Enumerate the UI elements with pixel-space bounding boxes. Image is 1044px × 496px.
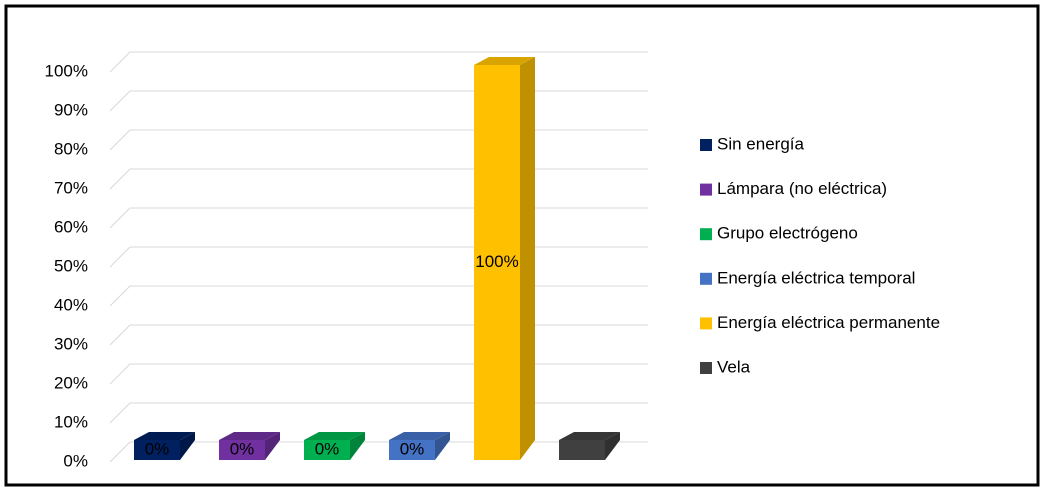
- grid-line: [109, 402, 131, 424]
- bar: [134, 440, 180, 460]
- bar-side: [350, 432, 365, 460]
- bar-top: [134, 432, 195, 440]
- bar-top: [304, 432, 365, 440]
- bar: [474, 65, 520, 460]
- y-tick-label: 20%: [54, 373, 88, 392]
- y-tick-label: 50%: [54, 256, 88, 275]
- y-tick-label: 90%: [54, 100, 88, 119]
- grid-line: [109, 285, 131, 307]
- grid-line: [109, 363, 131, 385]
- legend-label: Lámpara (no eléctrica): [717, 179, 887, 198]
- data-label: 0%: [145, 439, 170, 458]
- y-tick-label: 40%: [54, 295, 88, 314]
- data-label: 0%: [230, 439, 255, 458]
- bar-side: [435, 432, 450, 460]
- y-tick-label: 70%: [54, 178, 88, 197]
- legend-swatch: [700, 362, 712, 374]
- y-tick-label: 30%: [54, 334, 88, 353]
- grid-line: [109, 207, 131, 229]
- bar: [304, 440, 350, 460]
- y-tick-label: 80%: [54, 139, 88, 158]
- bar-side: [605, 432, 620, 460]
- bar-side: [180, 432, 195, 460]
- grid-line: [109, 246, 131, 268]
- grid-line: [109, 90, 131, 112]
- legend-swatch: [700, 228, 712, 241]
- grid-line: [109, 324, 131, 346]
- bar-top: [219, 432, 280, 440]
- grid-line: [109, 129, 131, 151]
- bar: [559, 440, 605, 460]
- legend-swatch: [700, 183, 712, 196]
- bar-side: [265, 432, 280, 460]
- legend-label: Energía eléctrica temporal: [717, 268, 915, 287]
- data-label: 0%: [315, 439, 340, 458]
- bar: [219, 440, 265, 460]
- legend-swatch: [700, 317, 712, 330]
- legend-label: Grupo electrógeno: [717, 224, 858, 243]
- bar-top: [474, 57, 535, 65]
- y-tick-label: 100%: [45, 61, 88, 80]
- bar-side: [520, 57, 535, 460]
- y-tick-label: 60%: [54, 217, 88, 236]
- legend-label: Energía eléctrica permanente: [717, 313, 940, 332]
- y-tick-label: 0%: [63, 451, 88, 470]
- bar-top: [389, 432, 450, 440]
- data-label: 100%: [475, 252, 518, 271]
- bar: [389, 440, 435, 460]
- bar-top: [559, 432, 620, 440]
- legend-swatch: [700, 139, 712, 151]
- legend-label: Vela: [717, 357, 751, 376]
- data-label: 0%: [400, 439, 425, 458]
- y-tick-label: 10%: [54, 412, 88, 431]
- grid-line: [109, 441, 131, 463]
- grid-line: [109, 51, 131, 73]
- legend-swatch: [700, 272, 712, 285]
- grid-line: [109, 168, 131, 190]
- legend-label: Sin energía: [717, 134, 804, 153]
